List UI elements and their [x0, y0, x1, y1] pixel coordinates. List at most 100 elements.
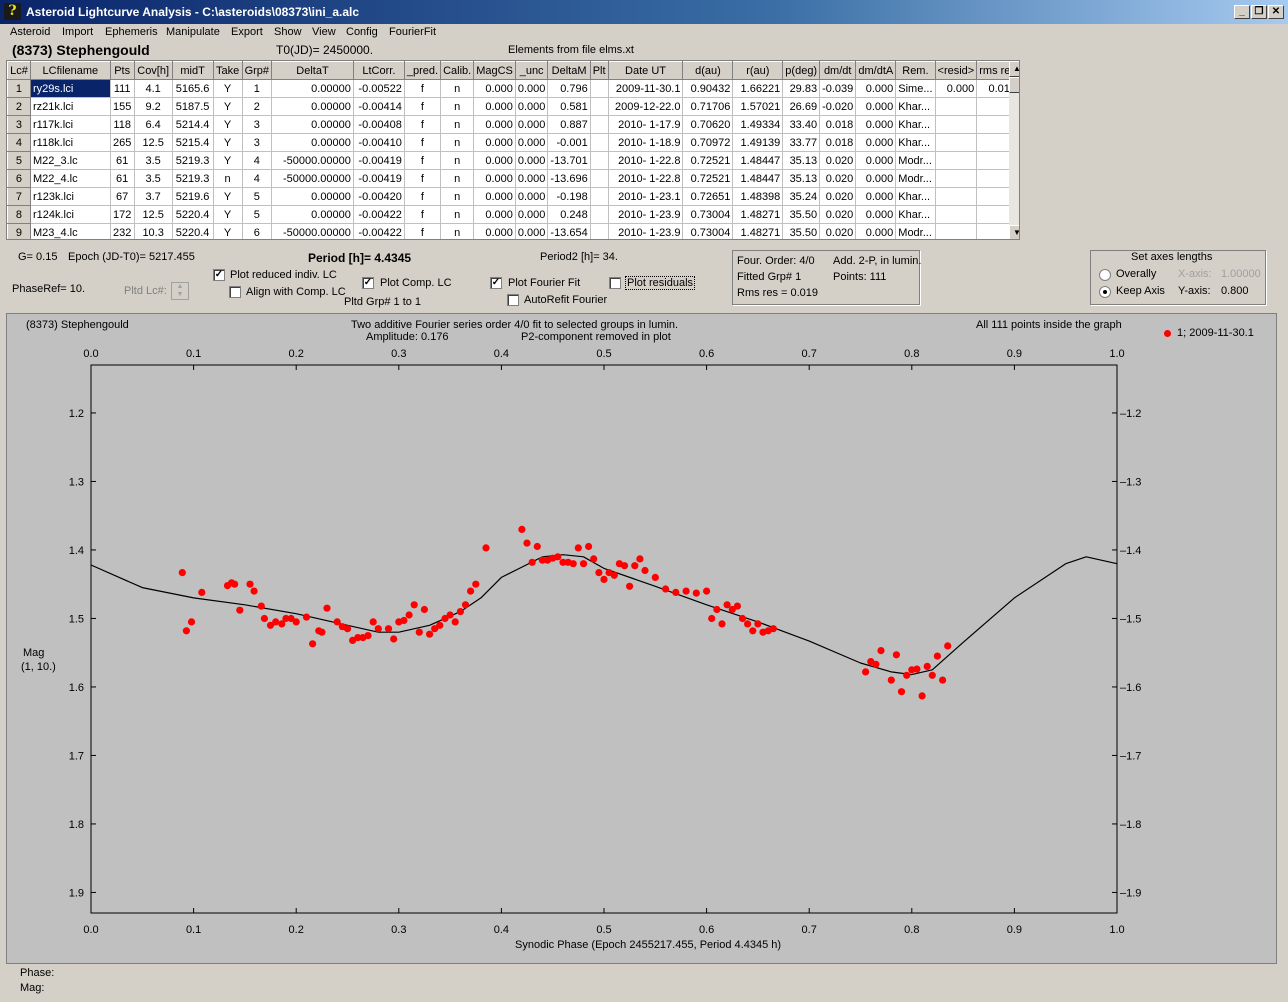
- table-cell[interactable]: -0.020: [819, 97, 857, 116]
- table-cell[interactable]: M23_4.lc: [30, 223, 111, 239]
- table-cell[interactable]: n: [440, 223, 475, 239]
- table-cell[interactable]: 0.000: [855, 151, 897, 170]
- menu-config[interactable]: Config: [346, 26, 378, 38]
- table-cell[interactable]: 4: [242, 169, 273, 188]
- table-cell[interactable]: 2010- 1-18.9: [608, 133, 684, 152]
- table-cell[interactable]: n: [440, 79, 475, 98]
- table-cell[interactable]: 0.73004: [682, 223, 734, 239]
- table-cell[interactable]: 5: [242, 187, 273, 206]
- table-cell[interactable]: 2009-12-22.0: [608, 97, 684, 116]
- table-cell[interactable]: Khar...: [895, 187, 936, 206]
- table-cell[interactable]: 0.020: [819, 169, 857, 188]
- table-cell[interactable]: 6: [242, 223, 273, 239]
- table-cell[interactable]: [590, 223, 609, 239]
- period-value[interactable]: Period [h]= 4.4345: [308, 251, 412, 265]
- table-cell[interactable]: 1.48271: [732, 205, 784, 224]
- table-cell[interactable]: 0.000: [515, 187, 549, 206]
- table-cell[interactable]: 0.248: [547, 205, 591, 224]
- table-cell[interactable]: -0.00408: [353, 115, 405, 134]
- table-cell[interactable]: 0.000: [473, 223, 516, 239]
- table-cell[interactable]: 0.00000: [271, 79, 354, 98]
- table-cell[interactable]: 61: [110, 169, 135, 188]
- table-cell[interactable]: Khar...: [895, 133, 936, 152]
- table-cell[interactable]: 5219.3: [172, 151, 214, 170]
- table-cell[interactable]: [590, 133, 609, 152]
- table-cell[interactable]: 1.48447: [732, 169, 784, 188]
- table-cell[interactable]: n: [213, 169, 243, 188]
- table-cell[interactable]: 0.581: [547, 97, 591, 116]
- table-cell[interactable]: 4: [242, 151, 273, 170]
- table-cell[interactable]: Modr...: [895, 223, 936, 239]
- table-cell[interactable]: Y: [213, 97, 243, 116]
- table-cell[interactable]: 5219.3: [172, 169, 214, 188]
- table-cell[interactable]: 1.49334: [732, 115, 784, 134]
- table-cell[interactable]: 0.00000: [271, 133, 354, 152]
- table-row[interactable]: 4 r118k.lci 265 12.5 5215.4 Y 3 0.00000 -0.00410…: [7, 133, 1019, 152]
- table-cell[interactable]: 0.000: [473, 79, 516, 98]
- table-row[interactable]: 7 r123k.lci 67 3.7 5219.6 Y 5 0.00000 -0.00420 f n…: [7, 187, 1019, 206]
- table-cell[interactable]: 1.48271: [732, 223, 784, 239]
- table-cell[interactable]: 10.3: [134, 223, 173, 239]
- table-cell[interactable]: 0.000: [515, 79, 549, 98]
- table-cell[interactable]: Y: [213, 79, 243, 98]
- table-cell[interactable]: r123k.lci: [30, 187, 111, 206]
- table-cell[interactable]: f: [404, 223, 442, 239]
- table-cell[interactable]: n: [440, 97, 475, 116]
- table-cell[interactable]: 29.83: [782, 79, 821, 98]
- column-header[interactable]: Calib.: [440, 61, 475, 80]
- table-cell[interactable]: 0.000: [855, 133, 897, 152]
- scroll-down-icon[interactable]: ▼: [1009, 225, 1019, 239]
- table-cell[interactable]: n: [440, 151, 475, 170]
- table-cell[interactable]: 33.40: [782, 115, 821, 134]
- column-header[interactable]: Plt: [589, 61, 609, 80]
- column-header[interactable]: dm/dtA: [855, 61, 897, 80]
- table-cell[interactable]: 0.90432: [682, 79, 734, 98]
- table-cell[interactable]: 0.000: [855, 205, 897, 224]
- row-number[interactable]: 7: [7, 187, 31, 206]
- table-cell[interactable]: 0.00000: [271, 187, 354, 206]
- menu-show[interactable]: Show: [274, 26, 302, 38]
- table-cell[interactable]: 265: [110, 133, 135, 152]
- table-cell[interactable]: 3: [242, 133, 273, 152]
- row-number[interactable]: 5: [7, 151, 31, 170]
- table-cell[interactable]: 0.000: [515, 223, 549, 239]
- table-cell[interactable]: 3.7: [134, 187, 173, 206]
- table-cell[interactable]: Y: [213, 151, 243, 170]
- menu-fourierfit[interactable]: FourierFit: [389, 26, 437, 38]
- table-cell[interactable]: 0.020: [819, 223, 857, 239]
- table-cell[interactable]: M22_4.lc: [30, 169, 111, 188]
- row-number[interactable]: 3: [7, 115, 31, 134]
- table-cell[interactable]: -13.696: [547, 169, 591, 188]
- table-cell[interactable]: 35.13: [782, 169, 821, 188]
- menu-import[interactable]: Import: [62, 26, 94, 38]
- table-cell[interactable]: [935, 133, 978, 152]
- lightcurve-table[interactable]: Lc# LCfilename Pts Cov[h] midT Take Grp# DeltaT…: [6, 60, 1020, 240]
- table-cell[interactable]: 5187.5: [172, 97, 214, 116]
- table-scrollbar[interactable]: ▲ ▼: [1009, 61, 1019, 239]
- table-cell[interactable]: 0.796: [547, 79, 591, 98]
- table-cell[interactable]: 2: [242, 97, 273, 116]
- table-cell[interactable]: 26.69: [782, 97, 821, 116]
- table-cell[interactable]: -0.00422: [353, 205, 405, 224]
- table-cell[interactable]: 1.48398: [732, 187, 784, 206]
- column-header[interactable]: Lc#: [7, 61, 31, 80]
- table-cell[interactable]: M22_3.lc: [30, 151, 111, 170]
- table-cell[interactable]: 0.000: [473, 115, 516, 134]
- table-cell[interactable]: -50000.00000: [271, 169, 354, 188]
- table-cell[interactable]: 2009-11-30.1: [608, 79, 684, 98]
- autorefit-checkbox[interactable]: [507, 294, 519, 306]
- table-cell[interactable]: Modr...: [895, 169, 936, 188]
- column-header[interactable]: Rem.: [895, 61, 936, 80]
- minimize-button[interactable]: _: [1234, 5, 1250, 19]
- table-cell[interactable]: 0.020: [819, 187, 857, 206]
- phaseref-value[interactable]: PhaseRef= 10.: [12, 283, 86, 295]
- table-cell[interactable]: Sime...: [895, 79, 936, 98]
- column-header[interactable]: midT: [171, 61, 214, 80]
- table-cell[interactable]: [590, 115, 609, 134]
- table-cell[interactable]: f: [404, 97, 442, 116]
- table-cell[interactable]: [590, 205, 609, 224]
- row-number[interactable]: 2: [7, 97, 31, 116]
- table-cell[interactable]: 2010- 1-17.9: [608, 115, 684, 134]
- table-cell[interactable]: -0.00414: [353, 97, 405, 116]
- table-cell[interactable]: -0.00422: [353, 223, 405, 239]
